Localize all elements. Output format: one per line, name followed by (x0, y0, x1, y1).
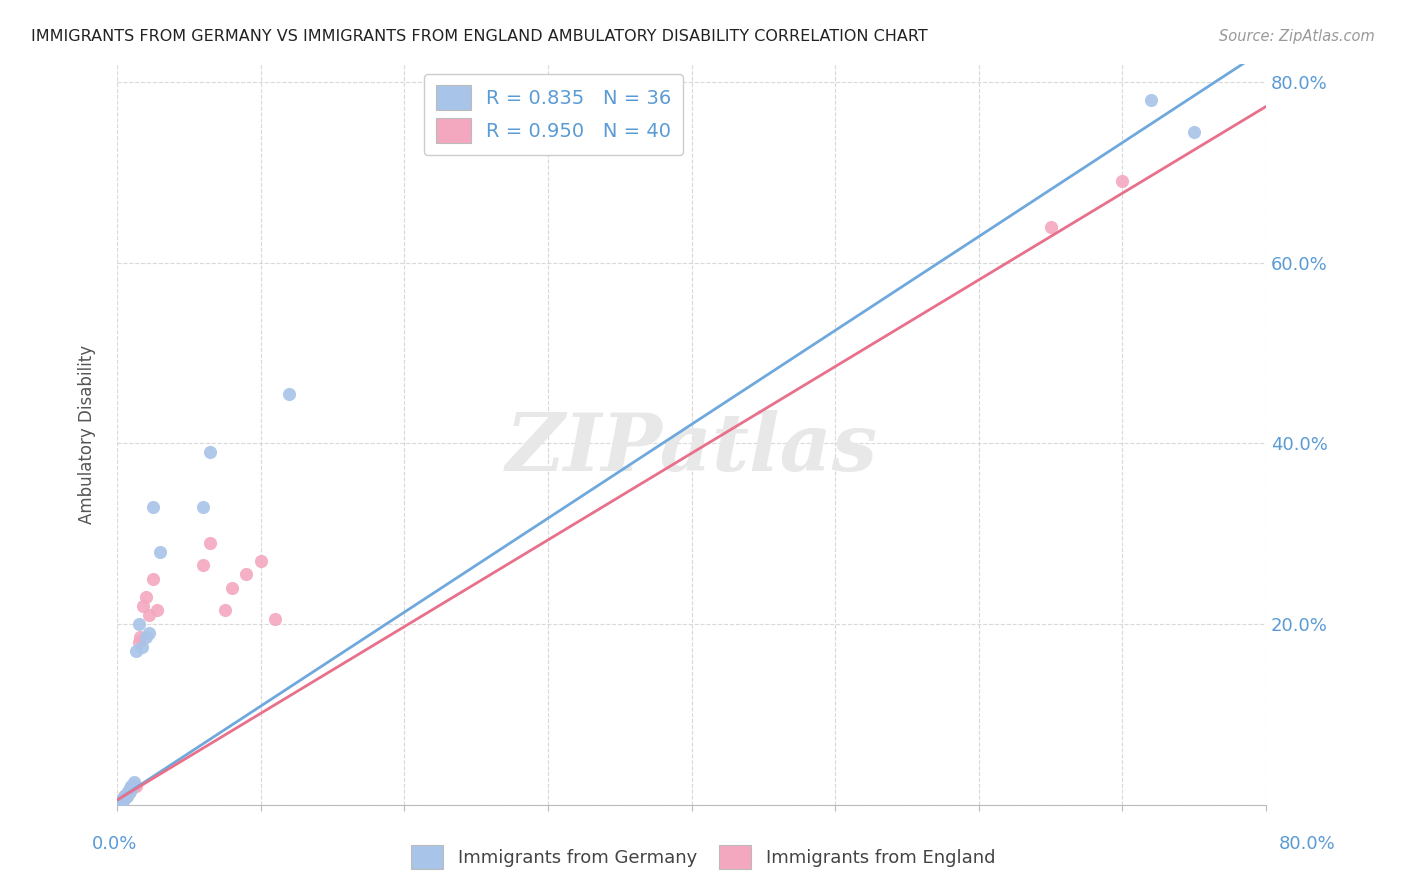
Point (117, 785, 139, 799)
Point (108, 795, 131, 809)
Point (118, 783, 141, 797)
Point (264, 612, 287, 626)
Point (107, 797, 129, 811)
Point (118, 781, 141, 796)
Point (135, 631, 157, 645)
Point (142, 500, 165, 514)
Point (146, 603, 169, 617)
Point (200, 445, 222, 459)
Point (124, 780, 146, 794)
Point (129, 631, 152, 645)
Point (111, 793, 134, 807)
Point (115, 787, 138, 801)
Point (108, 794, 131, 808)
Legend: Immigrants from Germany, Immigrants from England: Immigrants from Germany, Immigrants from… (404, 838, 1002, 876)
Point (122, 780, 145, 795)
Point (138, 626, 160, 640)
Y-axis label: Ambulatory Disability: Ambulatory Disability (79, 344, 96, 524)
Point (112, 791, 135, 805)
Point (112, 792, 135, 806)
Point (111, 792, 134, 806)
Point (114, 789, 136, 803)
Point (112, 789, 135, 804)
Point (200, 535, 222, 549)
Legend: R = 0.835   N = 36, R = 0.950   N = 40: R = 0.835 N = 36, R = 0.950 N = 40 (425, 74, 683, 155)
Point (114, 788, 136, 802)
Point (138, 607, 160, 622)
Point (132, 599, 155, 613)
Point (128, 635, 150, 649)
Point (193, 500, 215, 514)
Point (112, 790, 135, 805)
Text: Source: ZipAtlas.com: Source: ZipAtlas.com (1219, 29, 1375, 44)
Point (115, 786, 138, 800)
Point (193, 558, 215, 573)
Point (249, 554, 271, 568)
Point (1111, 174, 1133, 188)
Point (1182, 125, 1205, 139)
Point (115, 787, 138, 801)
Point (278, 386, 301, 401)
Point (124, 775, 146, 789)
Point (214, 603, 236, 617)
Point (115, 789, 138, 803)
Point (108, 796, 131, 810)
Text: 80.0%: 80.0% (1279, 835, 1336, 853)
Point (117, 783, 139, 797)
Point (117, 785, 139, 799)
Point (142, 572, 165, 586)
Point (121, 780, 143, 795)
Point (125, 644, 148, 658)
Point (1140, 93, 1163, 107)
Point (122, 778, 145, 792)
Point (128, 616, 150, 631)
Point (112, 790, 135, 805)
Text: ZIPatlas: ZIPatlas (506, 410, 877, 488)
Point (114, 788, 136, 802)
Point (117, 786, 139, 800)
Point (125, 779, 148, 793)
Point (235, 567, 257, 582)
Point (135, 590, 157, 604)
Text: IMMIGRANTS FROM GERMANY VS IMMIGRANTS FROM ENGLAND AMBULATORY DISABILITY CORRELA: IMMIGRANTS FROM GERMANY VS IMMIGRANTS FR… (31, 29, 928, 44)
Point (118, 784, 141, 798)
Point (221, 581, 243, 595)
Point (121, 781, 143, 796)
Text: 0.0%: 0.0% (91, 835, 136, 853)
Point (112, 791, 135, 805)
Point (131, 640, 153, 654)
Point (121, 782, 143, 797)
Point (107, 796, 129, 810)
Point (110, 793, 132, 807)
Point (115, 789, 138, 803)
Point (110, 794, 132, 808)
Point (110, 794, 132, 808)
Point (114, 790, 136, 805)
Point (111, 792, 134, 806)
Point (114, 789, 136, 803)
Point (149, 544, 172, 558)
Point (108, 795, 131, 809)
Point (107, 796, 129, 810)
Point (118, 784, 141, 798)
Point (1039, 219, 1062, 234)
Point (110, 793, 132, 807)
Point (121, 780, 143, 794)
Point (111, 793, 134, 807)
